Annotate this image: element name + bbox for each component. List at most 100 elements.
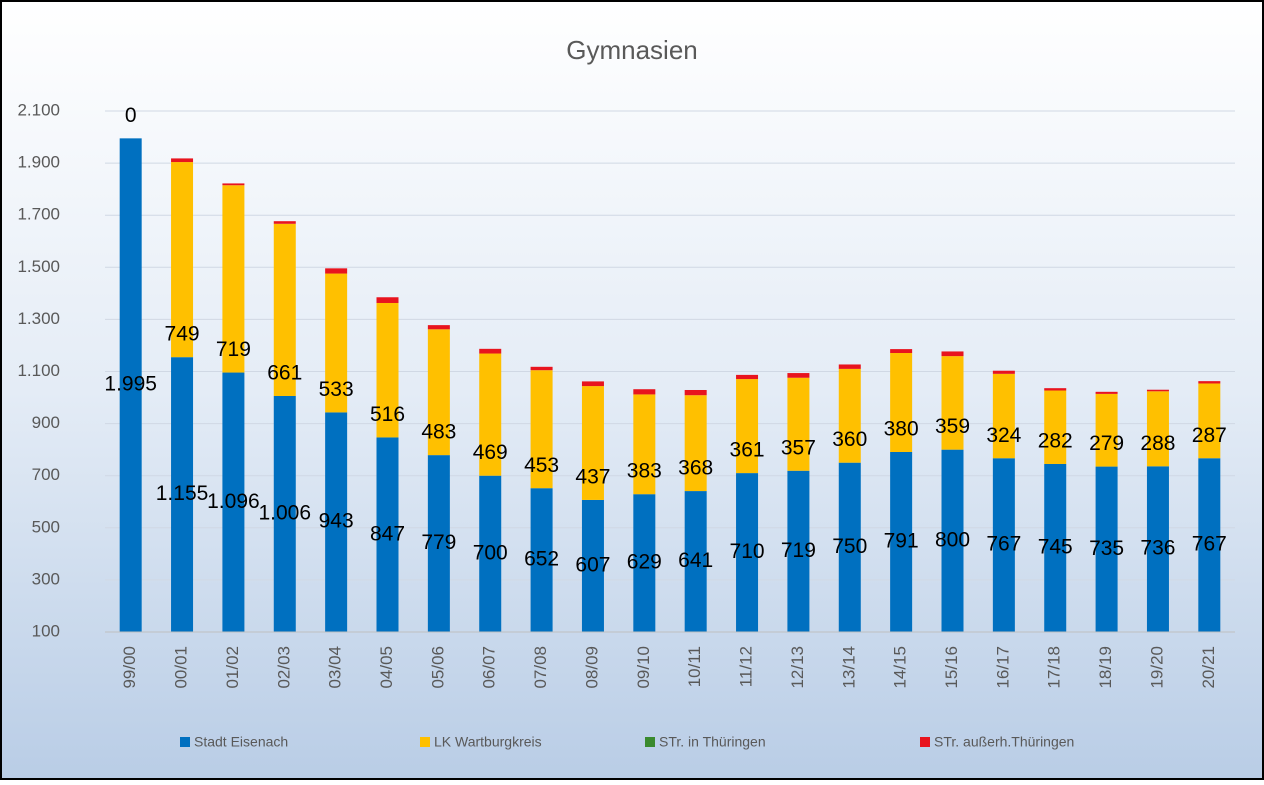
bar-segment xyxy=(427,325,450,330)
bar-segment xyxy=(273,223,296,396)
bar-segment xyxy=(479,353,502,476)
bar-segment xyxy=(1044,388,1067,391)
y-tick-label: 1.500 xyxy=(17,257,60,276)
bar-segment xyxy=(427,455,450,632)
bar-segment xyxy=(941,449,964,632)
data-label: 1.006 xyxy=(258,502,311,525)
bar-segment xyxy=(787,377,810,471)
x-tick-label: 07/08 xyxy=(531,646,550,689)
data-label: 791 xyxy=(884,530,919,553)
x-tick-label: 17/18 xyxy=(1045,646,1064,689)
bar-segment xyxy=(787,470,810,632)
x-tick-label: 18/19 xyxy=(1096,646,1115,689)
x-tick-label: 19/20 xyxy=(1147,646,1166,689)
bar-segment xyxy=(479,475,502,632)
y-tick-label: 300 xyxy=(32,569,60,588)
data-label: 360 xyxy=(832,428,867,451)
x-tick-label: 11/12 xyxy=(737,646,756,687)
legend-swatch xyxy=(645,737,655,747)
legend-label: Stadt Eisenach xyxy=(194,734,288,750)
bar-segment xyxy=(992,370,1015,374)
bar-segment xyxy=(376,437,399,632)
x-tick-label: 02/03 xyxy=(274,646,293,689)
data-label: 516 xyxy=(370,403,405,426)
bar-segment xyxy=(581,381,604,387)
bar-segment xyxy=(325,273,348,413)
x-tick-label: 14/15 xyxy=(891,646,910,689)
bar-segment xyxy=(273,221,296,224)
legend-swatch xyxy=(920,737,930,747)
data-label: 779 xyxy=(421,531,456,554)
data-label: 1.995 xyxy=(104,373,157,396)
data-label: 357 xyxy=(781,436,816,459)
bar-segment xyxy=(890,451,913,632)
x-tick-label: 05/06 xyxy=(428,646,447,689)
data-label: 483 xyxy=(421,421,456,444)
bar-segment xyxy=(633,389,656,395)
y-tick-label: 500 xyxy=(32,517,60,536)
bar-segment xyxy=(838,368,861,463)
data-label: 800 xyxy=(935,528,970,551)
x-tick-label: 00/01 xyxy=(172,646,191,689)
bar-segment xyxy=(1044,463,1067,632)
data-label: 437 xyxy=(575,465,610,488)
data-label: 736 xyxy=(1140,537,1175,560)
data-label: 943 xyxy=(319,510,354,533)
x-tick-label: 12/13 xyxy=(788,646,807,689)
bar-segment xyxy=(171,162,194,358)
data-label: 453 xyxy=(524,454,559,477)
bar-segment xyxy=(736,473,759,632)
bar-segment xyxy=(787,373,810,378)
data-label: 700 xyxy=(473,541,508,564)
bar-segment xyxy=(171,158,194,163)
x-tick-label: 20/21 xyxy=(1199,646,1218,689)
data-label: 767 xyxy=(986,533,1021,556)
data-label: 469 xyxy=(473,441,508,464)
data-label: 282 xyxy=(1038,430,1073,453)
data-label: 767 xyxy=(1192,533,1227,556)
bar-segment xyxy=(992,373,1015,459)
data-label: 1.096 xyxy=(207,490,260,513)
bar-segment xyxy=(1146,389,1169,392)
bar-segment xyxy=(273,395,296,632)
data-label: 719 xyxy=(216,338,251,361)
bar-segment xyxy=(633,494,656,632)
x-tick-label: 10/11 xyxy=(685,646,704,687)
bar-segment xyxy=(427,329,450,456)
data-label: 652 xyxy=(524,548,559,571)
legend-swatch xyxy=(420,737,430,747)
data-label: 361 xyxy=(730,439,765,462)
y-tick-label: 1.300 xyxy=(17,309,60,328)
bar-segment xyxy=(581,386,604,500)
data-label: 719 xyxy=(781,539,816,562)
y-tick-label: 1.100 xyxy=(17,361,60,380)
legend-swatch xyxy=(180,737,190,747)
data-label: 710 xyxy=(730,540,765,563)
bar-segment xyxy=(1198,383,1221,459)
x-tick-label: 01/02 xyxy=(223,646,242,689)
bar-segment xyxy=(941,351,964,357)
bar-segment xyxy=(1146,466,1169,632)
x-tick-label: 09/10 xyxy=(634,646,653,689)
x-tick-label: 15/16 xyxy=(942,646,961,689)
bar-segment xyxy=(890,353,913,452)
legend-label: STr. außerh.Thüringen xyxy=(934,734,1074,750)
bar-segment xyxy=(890,349,913,354)
data-label: 661 xyxy=(267,362,302,385)
bar-segment xyxy=(838,462,861,632)
bar-segment xyxy=(736,374,759,380)
data-label: 533 xyxy=(319,378,354,401)
bar-segment xyxy=(530,488,553,632)
data-label: 629 xyxy=(627,551,662,574)
bar-segment xyxy=(581,499,604,632)
y-tick-label: 700 xyxy=(32,465,60,484)
x-tick-label: 06/07 xyxy=(480,646,499,689)
y-tick-label: 1.700 xyxy=(17,205,60,224)
y-tick-label: 1.900 xyxy=(17,153,60,172)
bar-segment xyxy=(684,491,707,632)
y-tick-label: 2.100 xyxy=(17,100,60,119)
bar-segment xyxy=(376,302,399,438)
data-label: 745 xyxy=(1038,536,1073,559)
bar-segment xyxy=(633,394,656,495)
bar-segment xyxy=(838,364,861,369)
